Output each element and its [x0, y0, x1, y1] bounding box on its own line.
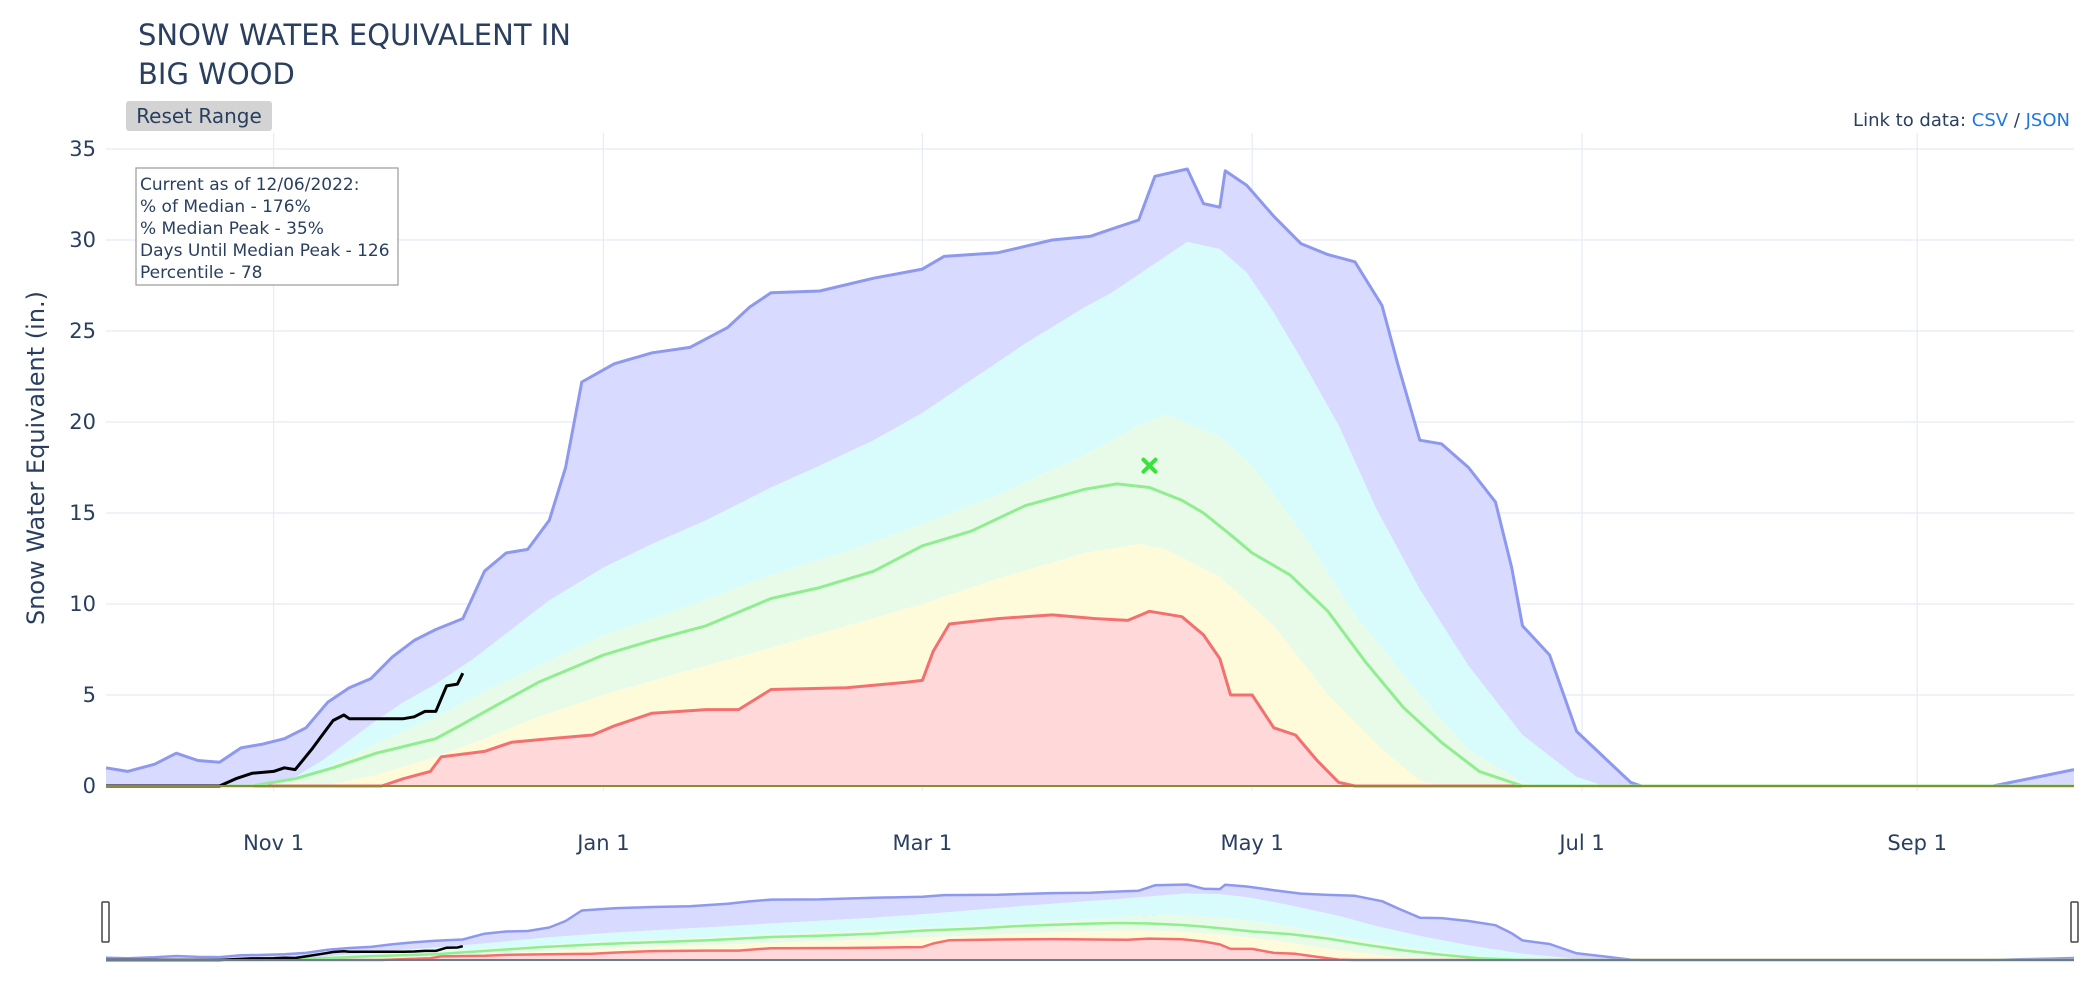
range-max-line	[106, 883, 2074, 962]
x-tick-label: May 1	[1220, 831, 1283, 855]
range-median-line	[106, 921, 2074, 962]
y-tick-label: 15	[69, 501, 96, 525]
x-tick-label: Jan 1	[575, 831, 629, 855]
data-link-separator: /	[2013, 110, 2020, 131]
y-axis-ticks: 0 5 10 15 20 25 30 35	[69, 137, 96, 798]
min-band	[106, 611, 2074, 786]
x-axis-ticks: Nov 1 Jan 1 Mar 1 May 1 Jul 1 Sep 1	[243, 831, 1947, 855]
x-tick-label: Nov 1	[243, 831, 304, 855]
percentile-bands	[106, 169, 2074, 787]
stats-pct-median: % of Median - 176%	[140, 197, 311, 217]
range-max-band	[106, 884, 2074, 960]
reset-range-button[interactable]: Reset Range	[126, 101, 272, 131]
mid-band	[106, 414, 2074, 786]
range-min-line	[106, 937, 2074, 962]
max-line[interactable]	[106, 167, 2074, 788]
range-upper-band	[106, 893, 2074, 960]
range-slider[interactable]	[101, 883, 2079, 962]
lower-band	[106, 543, 2074, 786]
data-link-label: Link to data:	[1853, 110, 1967, 131]
range-mid-band	[106, 914, 2074, 960]
y-tick-label: 10	[69, 592, 96, 616]
y-tick-label: 25	[69, 319, 96, 343]
median-line[interactable]	[106, 482, 2074, 788]
x-tick-label: Mar 1	[893, 831, 953, 855]
stats-percentile: Percentile - 78	[140, 263, 262, 283]
stats-pct-median-peak: % Median Peak - 35%	[140, 219, 324, 239]
range-slider-right-handle[interactable]	[2070, 901, 2079, 943]
chart-title: SNOW WATER EQUIVALENT IN BIG WOOD	[138, 16, 571, 94]
median-peak-marker[interactable]	[1141, 457, 1158, 474]
y-tick-label: 30	[69, 228, 96, 252]
current-line[interactable]	[106, 672, 465, 788]
range-slider-left-handle[interactable]	[101, 901, 110, 943]
y-tick-label: 35	[69, 137, 96, 161]
chart-title-line-2: BIG WOOD	[138, 57, 295, 91]
upper-band	[106, 241, 2074, 787]
range-current-line	[106, 944, 464, 962]
y-tick-label: 0	[83, 774, 96, 798]
stats-days-until-peak: Days Until Median Peak - 126	[140, 241, 390, 261]
y-tick-label: 20	[69, 410, 96, 434]
json-link[interactable]: JSON	[2025, 110, 2070, 131]
csv-link[interactable]: CSV	[1971, 110, 2009, 131]
x-tick-label: Jul 1	[1557, 831, 1604, 855]
data-link: Link to data: CSV / JSON	[1853, 110, 2070, 131]
stats-box: Current as of 12/06/2022: % of Median - …	[135, 167, 399, 286]
min-line[interactable]	[106, 609, 2074, 788]
x-tick-label: Sep 1	[1887, 831, 1947, 855]
y-tick-label: 5	[83, 683, 96, 707]
max-band	[106, 169, 2074, 786]
y-axis-label: Snow Water Equivalent (in.)	[22, 291, 50, 625]
chart-title-line-1: SNOW WATER EQUIVALENT IN	[138, 18, 572, 52]
series-lines[interactable]	[106, 167, 2074, 788]
stats-current-as-of: Current as of 12/06/2022:	[140, 175, 359, 195]
